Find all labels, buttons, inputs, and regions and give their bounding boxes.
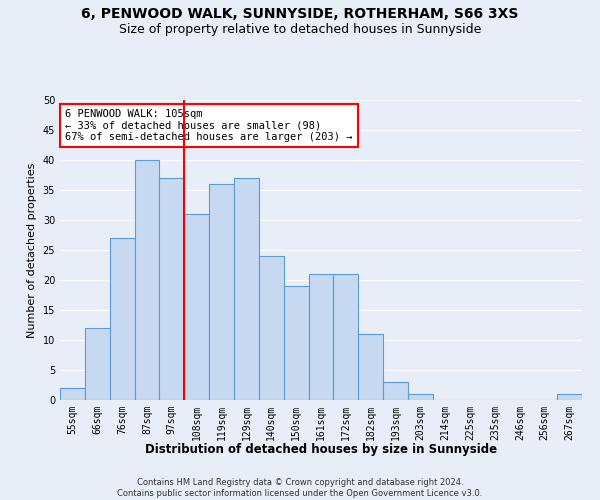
Text: Size of property relative to detached houses in Sunnyside: Size of property relative to detached ho… bbox=[119, 22, 481, 36]
Bar bbox=[209, 184, 234, 400]
Bar bbox=[383, 382, 408, 400]
Bar bbox=[234, 178, 259, 400]
Bar bbox=[334, 274, 358, 400]
Text: Distribution of detached houses by size in Sunnyside: Distribution of detached houses by size … bbox=[145, 442, 497, 456]
Bar bbox=[358, 334, 383, 400]
Bar bbox=[134, 160, 160, 400]
Text: 6 PENWOOD WALK: 105sqm
← 33% of detached houses are smaller (98)
67% of semi-det: 6 PENWOOD WALK: 105sqm ← 33% of detached… bbox=[65, 109, 353, 142]
Bar bbox=[284, 286, 308, 400]
Bar bbox=[160, 178, 184, 400]
Text: Contains HM Land Registry data © Crown copyright and database right 2024.
Contai: Contains HM Land Registry data © Crown c… bbox=[118, 478, 482, 498]
Bar bbox=[557, 394, 582, 400]
Bar bbox=[184, 214, 209, 400]
Bar bbox=[408, 394, 433, 400]
Y-axis label: Number of detached properties: Number of detached properties bbox=[27, 162, 37, 338]
Text: 6, PENWOOD WALK, SUNNYSIDE, ROTHERHAM, S66 3XS: 6, PENWOOD WALK, SUNNYSIDE, ROTHERHAM, S… bbox=[82, 8, 518, 22]
Bar bbox=[308, 274, 334, 400]
Bar bbox=[85, 328, 110, 400]
Bar bbox=[110, 238, 134, 400]
Bar bbox=[60, 388, 85, 400]
Bar bbox=[259, 256, 284, 400]
